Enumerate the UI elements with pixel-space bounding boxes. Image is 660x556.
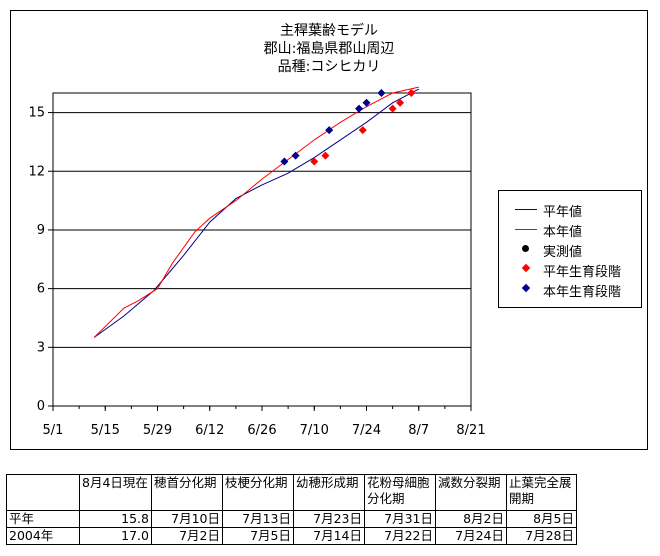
chart-legend: 平年値 本年値 実測値 平年生育段階 本年生育段階 — [498, 190, 642, 308]
table-header-cell: 止葉完全展開期 — [506, 474, 577, 511]
table-cell: 7月31日 — [364, 510, 436, 528]
table-header-cell: 穂首分化期 — [151, 474, 223, 511]
table-header-cell: 枝梗分化期 — [222, 474, 294, 511]
table-row-label: 2004年 — [6, 527, 80, 545]
stage-marker — [362, 98, 371, 107]
legend-label: 本年生育段階 — [543, 285, 622, 300]
table-cell: 7月28日 — [506, 527, 577, 545]
table-cell: 7月13日 — [222, 510, 294, 528]
x-tick-label: 8/7 — [408, 423, 429, 438]
stage-marker — [358, 126, 367, 135]
legend-item-normal-stage: 平年生育段階 — [499, 259, 641, 280]
legend-label: 本年値 — [543, 225, 583, 240]
x-tick-label: 7/24 — [352, 423, 381, 438]
legend-item-normal-line: 平年値 — [499, 199, 641, 220]
y-tick-label: 15 — [28, 106, 45, 121]
table-cell: 7月5日 — [222, 527, 294, 545]
stage-marker — [388, 104, 397, 113]
table-row-label: 平年 — [6, 510, 80, 528]
x-tick-label: 5/1 — [43, 423, 64, 438]
stage-marker — [310, 157, 319, 166]
series-line — [93, 86, 419, 338]
stage-marker — [325, 126, 334, 135]
stage-marker — [291, 151, 300, 160]
x-tick-label: 6/26 — [247, 423, 276, 438]
stage-marker — [280, 157, 289, 166]
table-cell: 7月23日 — [293, 510, 365, 528]
table-cell: 8月2日 — [435, 510, 507, 528]
stage-marker — [321, 151, 330, 160]
table-cell: 7月14日 — [293, 527, 365, 545]
table-row: 平年 15.8 7月10日 7月13日 7月23日 7月31日 8月2日 8月5… — [6, 510, 577, 528]
table-cell: 7月10日 — [151, 510, 223, 528]
table-cell: 7月22日 — [364, 527, 436, 545]
legend-diamond-icon — [521, 283, 531, 293]
legend-line-icon — [515, 209, 537, 210]
stage-marker — [377, 89, 386, 97]
table-header-cell: 8月4日現在 — [79, 474, 152, 511]
legend-item-current-stage: 本年生育段階 — [499, 279, 641, 300]
y-tick-label: 6 — [37, 282, 45, 297]
chart-plot: 0 3 6 9 12 15 5/1 5/15 5/29 6/12 6/26 7/10 7/24 8/7 8/… — [28, 86, 486, 438]
table-cell: 7月24日 — [435, 527, 507, 545]
y-tick-label: 0 — [37, 399, 45, 414]
table-header-cell: 幼穂形成期 — [293, 474, 365, 511]
plot-area — [52, 92, 472, 407]
stage-marker — [396, 98, 405, 107]
table-cell: 17.0 — [79, 527, 152, 545]
table-header-cell — [6, 474, 80, 511]
legend-label: 平年生育段階 — [543, 265, 622, 280]
chart-subtitle-variety: 品種:コシヒカリ — [277, 59, 381, 75]
y-tick-label: 3 — [37, 340, 45, 355]
legend-dot-icon — [522, 245, 529, 252]
chart-title: 主稈葉齢モデル — [280, 23, 378, 39]
growth-stage-table: 8月4日現在 穂首分化期 枝梗分化期 幼穂形成期 花粉母細胞分化期 減数分裂期 … — [6, 474, 577, 545]
legend-label: 実測値 — [543, 245, 583, 260]
x-tick-label: 5/15 — [91, 423, 120, 438]
legend-label: 平年値 — [543, 205, 583, 220]
x-tick-label: 6/12 — [195, 423, 224, 438]
table-header-row: 8月4日現在 穂首分化期 枝梗分化期 幼穂形成期 花粉母細胞分化期 減数分裂期 … — [6, 474, 577, 511]
table-header-cell: 花粉母細胞分化期 — [364, 474, 436, 511]
stage-marker — [407, 89, 416, 97]
stage-marker — [355, 104, 364, 113]
legend-line-icon — [515, 229, 537, 230]
table-cell: 8月5日 — [506, 510, 577, 528]
y-tick-label: 12 — [28, 164, 45, 179]
table-header-cell: 減数分裂期 — [435, 474, 507, 511]
table-cell: 15.8 — [79, 510, 152, 528]
x-tick-label: 5/29 — [143, 423, 172, 438]
x-tick-label: 8/21 — [456, 423, 485, 438]
legend-item-measured: 実測値 — [499, 239, 641, 260]
legend-item-current-line: 本年値 — [499, 219, 641, 240]
x-tick-label: 7/10 — [300, 423, 329, 438]
table-cell: 7月2日 — [151, 527, 223, 545]
chart-subtitle-location: 郡山:福島県郡山周辺 — [263, 41, 395, 57]
table-row: 2004年 17.0 7月2日 7月5日 7月14日 7月22日 7月24日 7… — [6, 527, 577, 545]
y-tick-label: 9 — [37, 223, 45, 238]
legend-diamond-icon — [521, 263, 531, 273]
